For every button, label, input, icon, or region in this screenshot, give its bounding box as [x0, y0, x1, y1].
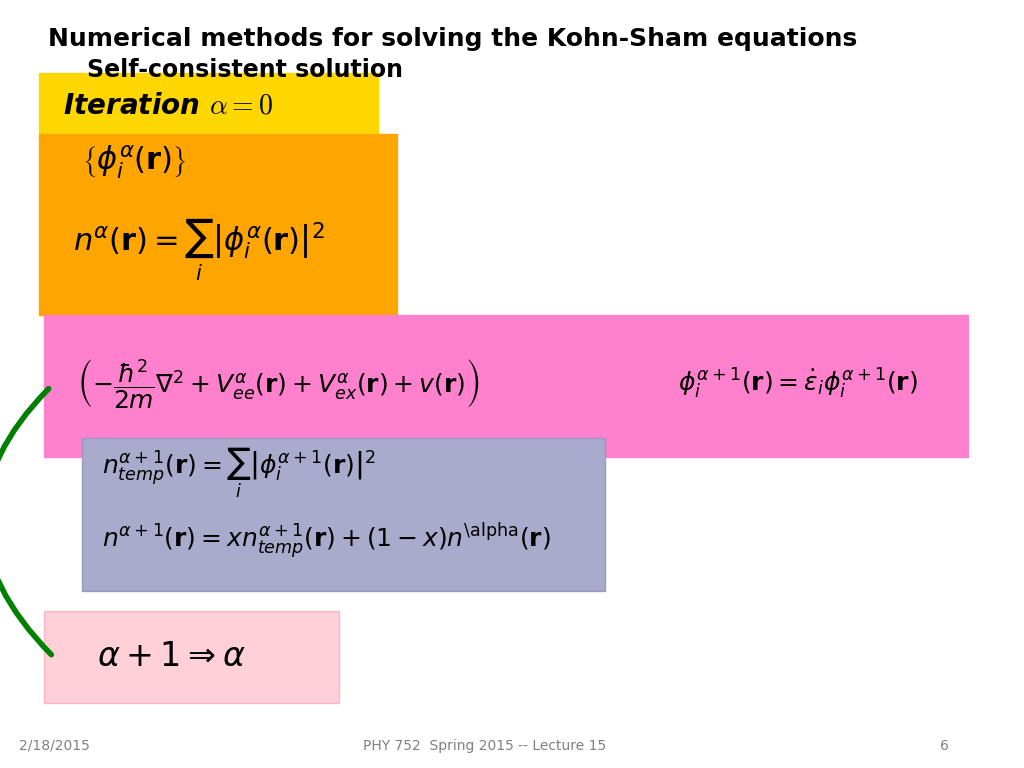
- Text: 6: 6: [940, 739, 949, 753]
- Text: Self-consistent solution: Self-consistent solution: [87, 58, 403, 81]
- FancyBboxPatch shape: [39, 134, 397, 315]
- Text: Iteration $\alpha = 0$: Iteration $\alpha = 0$: [62, 92, 273, 120]
- FancyBboxPatch shape: [44, 611, 339, 703]
- FancyBboxPatch shape: [82, 438, 605, 591]
- Text: Numerical methods for solving the Kohn-Sham equations: Numerical methods for solving the Kohn-S…: [48, 27, 858, 51]
- Text: 2/18/2015: 2/18/2015: [19, 739, 90, 753]
- Text: $n_{temp}^{\alpha+1}(\mathbf{r}) = \sum_i \left|\phi_i^{\alpha+1}(\mathbf{r})\ri: $n_{temp}^{\alpha+1}(\mathbf{r}) = \sum_…: [101, 445, 376, 500]
- Text: $\phi_i^{\alpha+1}(\mathbf{r}) = \dot{\varepsilon}_i\phi_i^{\alpha+1}(\mathbf{r}: $\phi_i^{\alpha+1}(\mathbf{r}) = \dot{\v…: [678, 367, 918, 401]
- FancyArrowPatch shape: [0, 389, 51, 654]
- FancyBboxPatch shape: [39, 73, 378, 138]
- Text: $\left(-\dfrac{\hbar^2}{2m}\nabla^2 + V^{\alpha}_{ee}(\mathbf{r}) + V^{\alpha}_{: $\left(-\dfrac{\hbar^2}{2m}\nabla^2 + V^…: [78, 357, 480, 411]
- Text: $\alpha + 1 \Rightarrow \alpha$: $\alpha + 1 \Rightarrow \alpha$: [97, 641, 246, 673]
- Text: $\left\{\phi_i^{\alpha}(\mathbf{r})\right\}$: $\left\{\phi_i^{\alpha}(\mathbf{r})\righ…: [82, 143, 186, 180]
- FancyBboxPatch shape: [44, 315, 969, 457]
- Text: $n^{\alpha+1}(\mathbf{r}) = xn_{temp}^{\alpha+1}(\mathbf{r}) + (1-x)n^{\backslas: $n^{\alpha+1}(\mathbf{r}) = xn_{temp}^{\…: [101, 521, 551, 561]
- Text: $n^{\alpha}(\mathbf{r}) = \sum_i \left|\phi_i^{\alpha}(\mathbf{r})\right|^2$: $n^{\alpha}(\mathbf{r}) = \sum_i \left|\…: [73, 216, 325, 283]
- Text: PHY 752  Spring 2015 -- Lecture 15: PHY 752 Spring 2015 -- Lecture 15: [362, 739, 606, 753]
